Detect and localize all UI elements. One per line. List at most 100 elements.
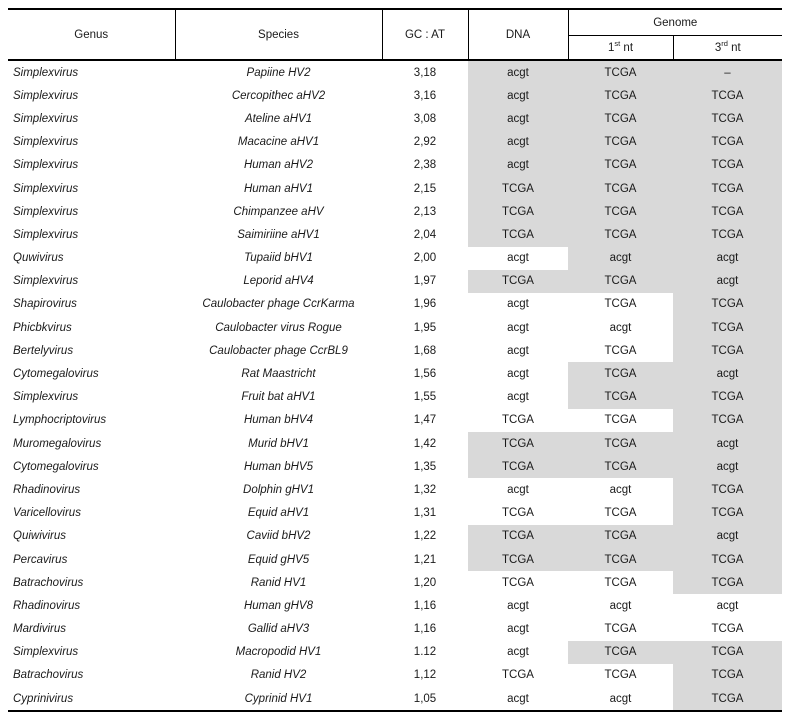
gc-at-cell: 3,18 bbox=[413, 66, 437, 79]
genus-cell: Batrachovirus bbox=[13, 576, 84, 589]
header-dna: DNA bbox=[468, 9, 569, 61]
species-cell: Gallid aHV3 bbox=[247, 623, 310, 636]
third-nt-cell: acgt bbox=[716, 599, 739, 612]
first-nt-cell: TCGA bbox=[568, 200, 673, 224]
genus-cell: Phicbkvirus bbox=[13, 321, 72, 334]
species-cell: Caviid bHV2 bbox=[246, 530, 311, 543]
virus-genome-table: Genus Species GC : AT DNA Genome 1st nt … bbox=[8, 8, 783, 713]
dna-cell: TCGA bbox=[468, 223, 568, 247]
table-row: Simplexvirus Chimpanzee aHV 2,13 TCGA TC… bbox=[8, 200, 783, 224]
gc-at-cell: 1,05 bbox=[413, 692, 437, 705]
first-nt-cell: acgt bbox=[609, 599, 632, 612]
table-row: Shapirovirus Caulobacter phage CcrKarma … bbox=[8, 292, 783, 317]
genus-cell: Rhadinovirus bbox=[13, 483, 81, 496]
first-nt-cell: TCGA bbox=[568, 176, 673, 201]
genus-cell: Simplexvirus bbox=[13, 275, 79, 288]
dna-cell: acgt bbox=[468, 60, 568, 85]
genus-cell: Simplexvirus bbox=[13, 205, 79, 218]
third-nt-ordinal: rd bbox=[721, 38, 728, 48]
gc-at-cell: 1,68 bbox=[413, 344, 437, 357]
first-nt-cell: acgt bbox=[568, 246, 673, 270]
table-row: Percavirus Equid gHV5 1,21 TCGA TCGA TCG… bbox=[8, 547, 783, 572]
table-row: Cytomegalovirus Rat Maastricht 1,56 acgt… bbox=[8, 362, 783, 386]
dna-cell: acgt bbox=[507, 692, 529, 705]
first-nt-cell: TCGA bbox=[568, 269, 673, 293]
first-nt-cell: TCGA bbox=[604, 576, 637, 589]
genus-cell: Simplexvirus bbox=[13, 646, 79, 659]
dna-cell: TCGA bbox=[502, 507, 534, 520]
gc-at-cell: 1.12 bbox=[413, 646, 437, 659]
gc-at-cell: 2,15 bbox=[413, 182, 437, 195]
table-row: Simplexvirus Saimiriine aHV1 2,04 TCGA T… bbox=[8, 223, 783, 247]
dna-cell: TCGA bbox=[502, 414, 534, 427]
species-cell: Dolphin gHV1 bbox=[243, 483, 314, 496]
species-cell: Human aHV1 bbox=[243, 182, 314, 195]
gc-at-cell: 1,12 bbox=[413, 669, 437, 682]
species-cell: Ateline aHV1 bbox=[244, 112, 313, 125]
gc-at-cell: 1,47 bbox=[413, 414, 437, 427]
genus-cell: Lymphocriptovirus bbox=[13, 414, 107, 427]
table-row: Simplexvirus Ateline aHV1 3,08 acgt TCGA… bbox=[8, 107, 783, 131]
genus-cell: Simplexvirus bbox=[13, 391, 79, 404]
first-nt-cell: TCGA bbox=[568, 60, 673, 85]
gc-at-cell: 2,92 bbox=[413, 136, 437, 149]
header-first-nt: 1st nt bbox=[568, 35, 674, 61]
header-gc-at: GC : AT bbox=[382, 9, 469, 61]
dna-cell: acgt bbox=[507, 252, 529, 265]
third-nt-cell: TCGA bbox=[673, 176, 783, 201]
table-row: Cyprinivirus Cyprinid HV1 1,05 acgt acgt… bbox=[8, 687, 783, 712]
species-cell: Murid bHV1 bbox=[248, 437, 309, 450]
genus-cell: Bertelyvirus bbox=[13, 344, 74, 357]
table-row: Bertelyvirus Caulobacter phage CcrBL9 1,… bbox=[8, 339, 783, 363]
dna-cell: TCGA bbox=[502, 576, 534, 589]
genus-cell: Simplexvirus bbox=[13, 66, 79, 79]
third-nt-cell: acgt bbox=[673, 246, 783, 270]
first-nt-cell: TCGA bbox=[604, 344, 637, 357]
genus-cell: Cytomegalovirus bbox=[13, 368, 99, 381]
gc-at-cell: 1,96 bbox=[413, 298, 437, 311]
dna-cell: TCGA bbox=[468, 176, 568, 201]
table-body: Simplexvirus Papiine HV2 3,18 acgt TCGA … bbox=[8, 60, 783, 712]
third-nt-cell: TCGA bbox=[673, 292, 783, 317]
table-row: Simplexvirus Human aHV1 2,15 TCGA TCGA T… bbox=[8, 176, 783, 201]
table-row: Simplexvirus Macropodid HV1 1.12 acgt TC… bbox=[8, 640, 783, 664]
table-header: Genus Species GC : AT DNA Genome 1st nt … bbox=[8, 9, 783, 61]
genus-cell: Cytomegalovirus bbox=[13, 460, 99, 473]
first-nt-cell: acgt bbox=[609, 483, 632, 496]
species-cell: Rat Maastricht bbox=[241, 368, 316, 381]
genus-cell: Varicellovirus bbox=[13, 507, 81, 520]
table-row: Mardivirus Gallid aHV3 1,16 acgt TCGA TC… bbox=[8, 618, 782, 641]
gc-at-cell: 1,21 bbox=[413, 553, 437, 566]
third-nt-cell: TCGA bbox=[673, 385, 783, 409]
table-row: Varicellovirus Equid aHV1 1,31 TCGA TCGA… bbox=[8, 501, 783, 525]
dna-cell: acgt bbox=[468, 153, 568, 177]
dna-cell: TCGA bbox=[468, 455, 568, 479]
gc-at-cell: 3,16 bbox=[413, 89, 437, 102]
third-nt-cell: acgt bbox=[673, 455, 783, 479]
third-nt-cell: TCGA bbox=[673, 408, 783, 432]
gc-at-cell: 2,04 bbox=[413, 228, 437, 241]
table-row: Simplexvirus Papiine HV2 3,18 acgt TCGA … bbox=[8, 60, 783, 85]
genus-cell: Simplexvirus bbox=[13, 89, 79, 102]
gc-at-cell: 1,31 bbox=[413, 507, 437, 520]
table-row: Simplexvirus Macacine aHV1 2,92 acgt TCG… bbox=[8, 130, 783, 154]
table-row: Quiwivirus Caviid bHV2 1,22 TCGA TCGA ac… bbox=[8, 524, 783, 548]
first-nt-unit: nt bbox=[623, 41, 634, 54]
table-row: Simplexvirus Leporid aHV4 1,97 TCGA TCGA… bbox=[8, 269, 783, 293]
dna-cell: acgt bbox=[507, 298, 529, 311]
species-cell: Human bHV5 bbox=[243, 460, 314, 473]
species-cell: Caulobacter virus Rogue bbox=[215, 321, 342, 334]
table-row: Simplexvirus Cercopithec aHV2 3,16 acgt … bbox=[8, 84, 783, 108]
genus-cell: Simplexvirus bbox=[13, 228, 79, 241]
genus-cell: Batrachovirus bbox=[13, 669, 84, 682]
species-cell: Tupaiid bHV1 bbox=[244, 252, 313, 265]
first-nt-cell: acgt bbox=[609, 321, 632, 334]
first-nt-cell: TCGA bbox=[604, 507, 637, 520]
dna-cell: acgt bbox=[507, 483, 529, 496]
genus-cell: Cyprinivirus bbox=[13, 692, 74, 705]
third-nt-cell: TCGA bbox=[673, 547, 783, 572]
first-nt-cell: TCGA bbox=[568, 640, 673, 664]
species-cell: Caulobacter phage CcrBL9 bbox=[209, 344, 348, 357]
table-row: Simplexvirus Human aHV2 2,38 acgt TCGA T… bbox=[8, 153, 783, 177]
